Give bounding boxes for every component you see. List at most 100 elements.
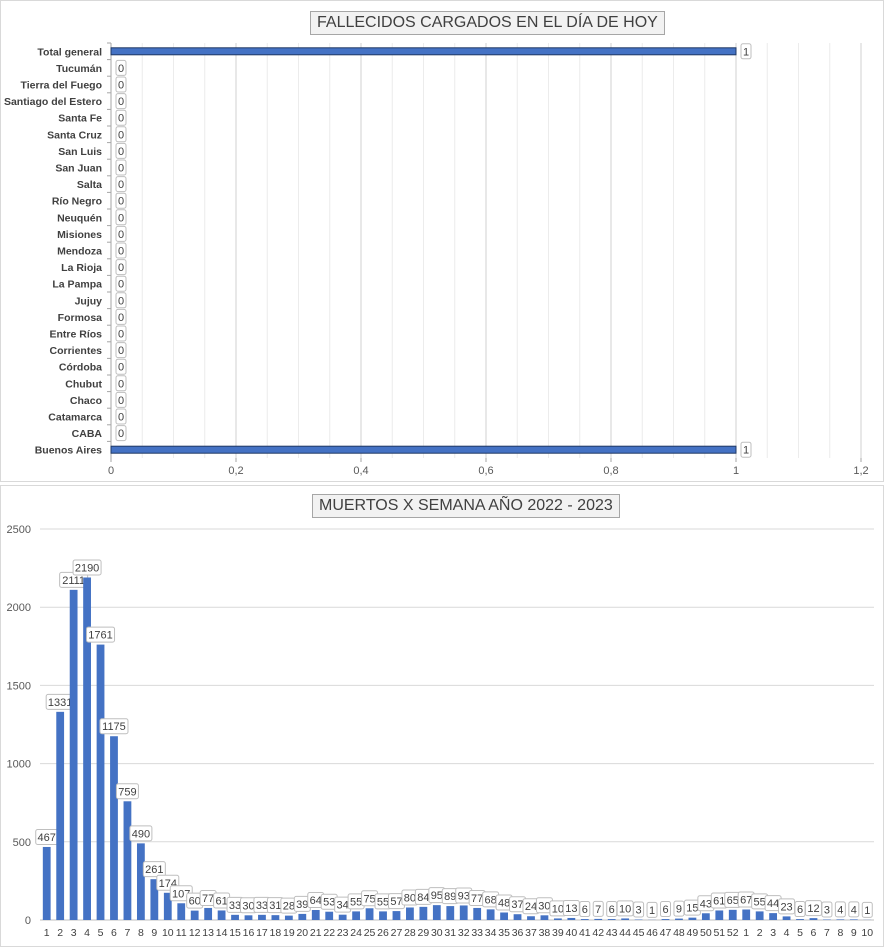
data-label-box — [115, 109, 127, 126]
data-label: 67 — [740, 895, 752, 907]
data-label-box — [115, 308, 127, 325]
x-tick-label: 41 — [579, 927, 591, 939]
category-label: Santiago del Estero — [4, 96, 102, 108]
data-label: 7 — [595, 904, 601, 916]
category-label: Chaco — [70, 395, 102, 407]
data-label: 4 — [851, 904, 857, 916]
x-tick-label: 25 — [364, 927, 376, 939]
data-label-box — [115, 391, 127, 408]
x-tick-label: 7 — [125, 927, 131, 939]
data-label: 1331 — [48, 697, 72, 709]
data-label: 55 — [377, 896, 389, 908]
data-label: 95 — [431, 890, 443, 902]
data-label: 13 — [565, 903, 577, 915]
data-label: 10 — [619, 903, 631, 915]
data-label-box — [115, 292, 127, 309]
data-label: 30 — [242, 900, 254, 912]
bar — [486, 909, 495, 920]
data-label: 33 — [256, 900, 268, 912]
data-label: 6 — [609, 904, 615, 916]
data-label-box — [115, 408, 127, 425]
data-label: 80 — [404, 892, 416, 904]
data-label: 0 — [118, 295, 124, 307]
bar — [311, 909, 320, 920]
muertos-chart-svg: 0500100015002000250014672133132111421905… — [7, 524, 874, 939]
data-label: 28 — [283, 901, 295, 913]
data-label: 6 — [662, 904, 668, 916]
bar — [379, 911, 387, 920]
data-label-box — [115, 375, 127, 392]
data-label: 9 — [676, 904, 682, 916]
data-label-box — [646, 901, 658, 918]
x-tick-label: 35 — [498, 927, 510, 939]
data-label: 0 — [118, 312, 124, 324]
x-tick-label: 13 — [202, 927, 214, 939]
x-tick-label: 45 — [633, 927, 645, 939]
data-label: 60 — [189, 896, 201, 908]
y-tick-label: 500 — [13, 837, 31, 849]
data-label: 31 — [269, 900, 281, 912]
data-label: 0 — [118, 163, 124, 175]
x-tick-label: 16 — [243, 927, 255, 939]
data-label-box — [72, 559, 102, 576]
x-tick-label: 21 — [310, 927, 322, 939]
x-tick-label: 1 — [44, 927, 50, 939]
data-label-box — [99, 718, 129, 735]
y-tick-label: 0 — [25, 915, 31, 927]
x-tick-label: 22 — [323, 927, 335, 939]
data-label-box — [115, 59, 127, 76]
data-label: 0 — [118, 196, 124, 208]
category-label: Misiones — [57, 229, 102, 241]
bar — [352, 911, 361, 920]
data-label: 44 — [767, 898, 779, 910]
y-tick-label: 2500 — [7, 524, 31, 536]
data-label: 0 — [118, 428, 124, 440]
data-label: 75 — [363, 893, 375, 905]
bar — [432, 905, 441, 920]
x-tick-label: 38 — [539, 927, 551, 939]
data-label: 30 — [538, 900, 550, 912]
bar — [849, 919, 858, 920]
category-label: Buenos Aires — [35, 445, 102, 457]
y-tick-label: 1500 — [7, 680, 31, 692]
data-label: 39 — [296, 899, 308, 911]
x-tick-label: 27 — [391, 927, 403, 939]
data-label: 0 — [118, 179, 124, 191]
data-label: 77 — [471, 893, 483, 905]
data-label: 3 — [636, 905, 642, 917]
x-tick-label: 6 — [111, 927, 117, 939]
bar — [110, 47, 737, 56]
bar — [594, 918, 603, 920]
bar — [83, 577, 91, 920]
y-tick-label: 1000 — [7, 759, 31, 771]
data-label-box — [115, 209, 127, 226]
category-label: CABA — [72, 428, 103, 440]
data-label: 93 — [458, 890, 470, 902]
bar — [688, 917, 697, 920]
bar — [715, 910, 724, 920]
bar — [809, 918, 818, 920]
data-label-box — [115, 425, 127, 442]
category-label: La Pampa — [52, 279, 102, 291]
data-label: 0 — [118, 395, 124, 407]
data-label-box — [129, 825, 153, 842]
category-label: Total general — [37, 46, 102, 58]
bar — [163, 892, 172, 920]
data-label: 0 — [118, 96, 124, 108]
data-label-box — [115, 325, 127, 342]
category-label: San Luis — [58, 146, 102, 158]
x-tick-label: 6 — [811, 927, 817, 939]
x-tick-label: 5 — [98, 927, 104, 939]
fallecidos-chart-svg: 0 0,2 0,4 0,6 0,8 1 1,2 Total general 1 Tucumán 0 T… — [4, 42, 869, 477]
x-tick-label: 31 — [444, 927, 456, 939]
bar — [782, 916, 791, 920]
x-tick-label: 0,6 — [478, 465, 493, 477]
category-label: Jujuy — [75, 295, 103, 307]
bar — [769, 913, 778, 920]
bar — [406, 907, 414, 920]
x-tick-label: 5 — [797, 927, 803, 939]
data-label: 0 — [118, 129, 124, 141]
category-label: San Juan — [55, 163, 102, 175]
x-tick-label: 44 — [619, 927, 631, 939]
bar — [42, 846, 51, 920]
